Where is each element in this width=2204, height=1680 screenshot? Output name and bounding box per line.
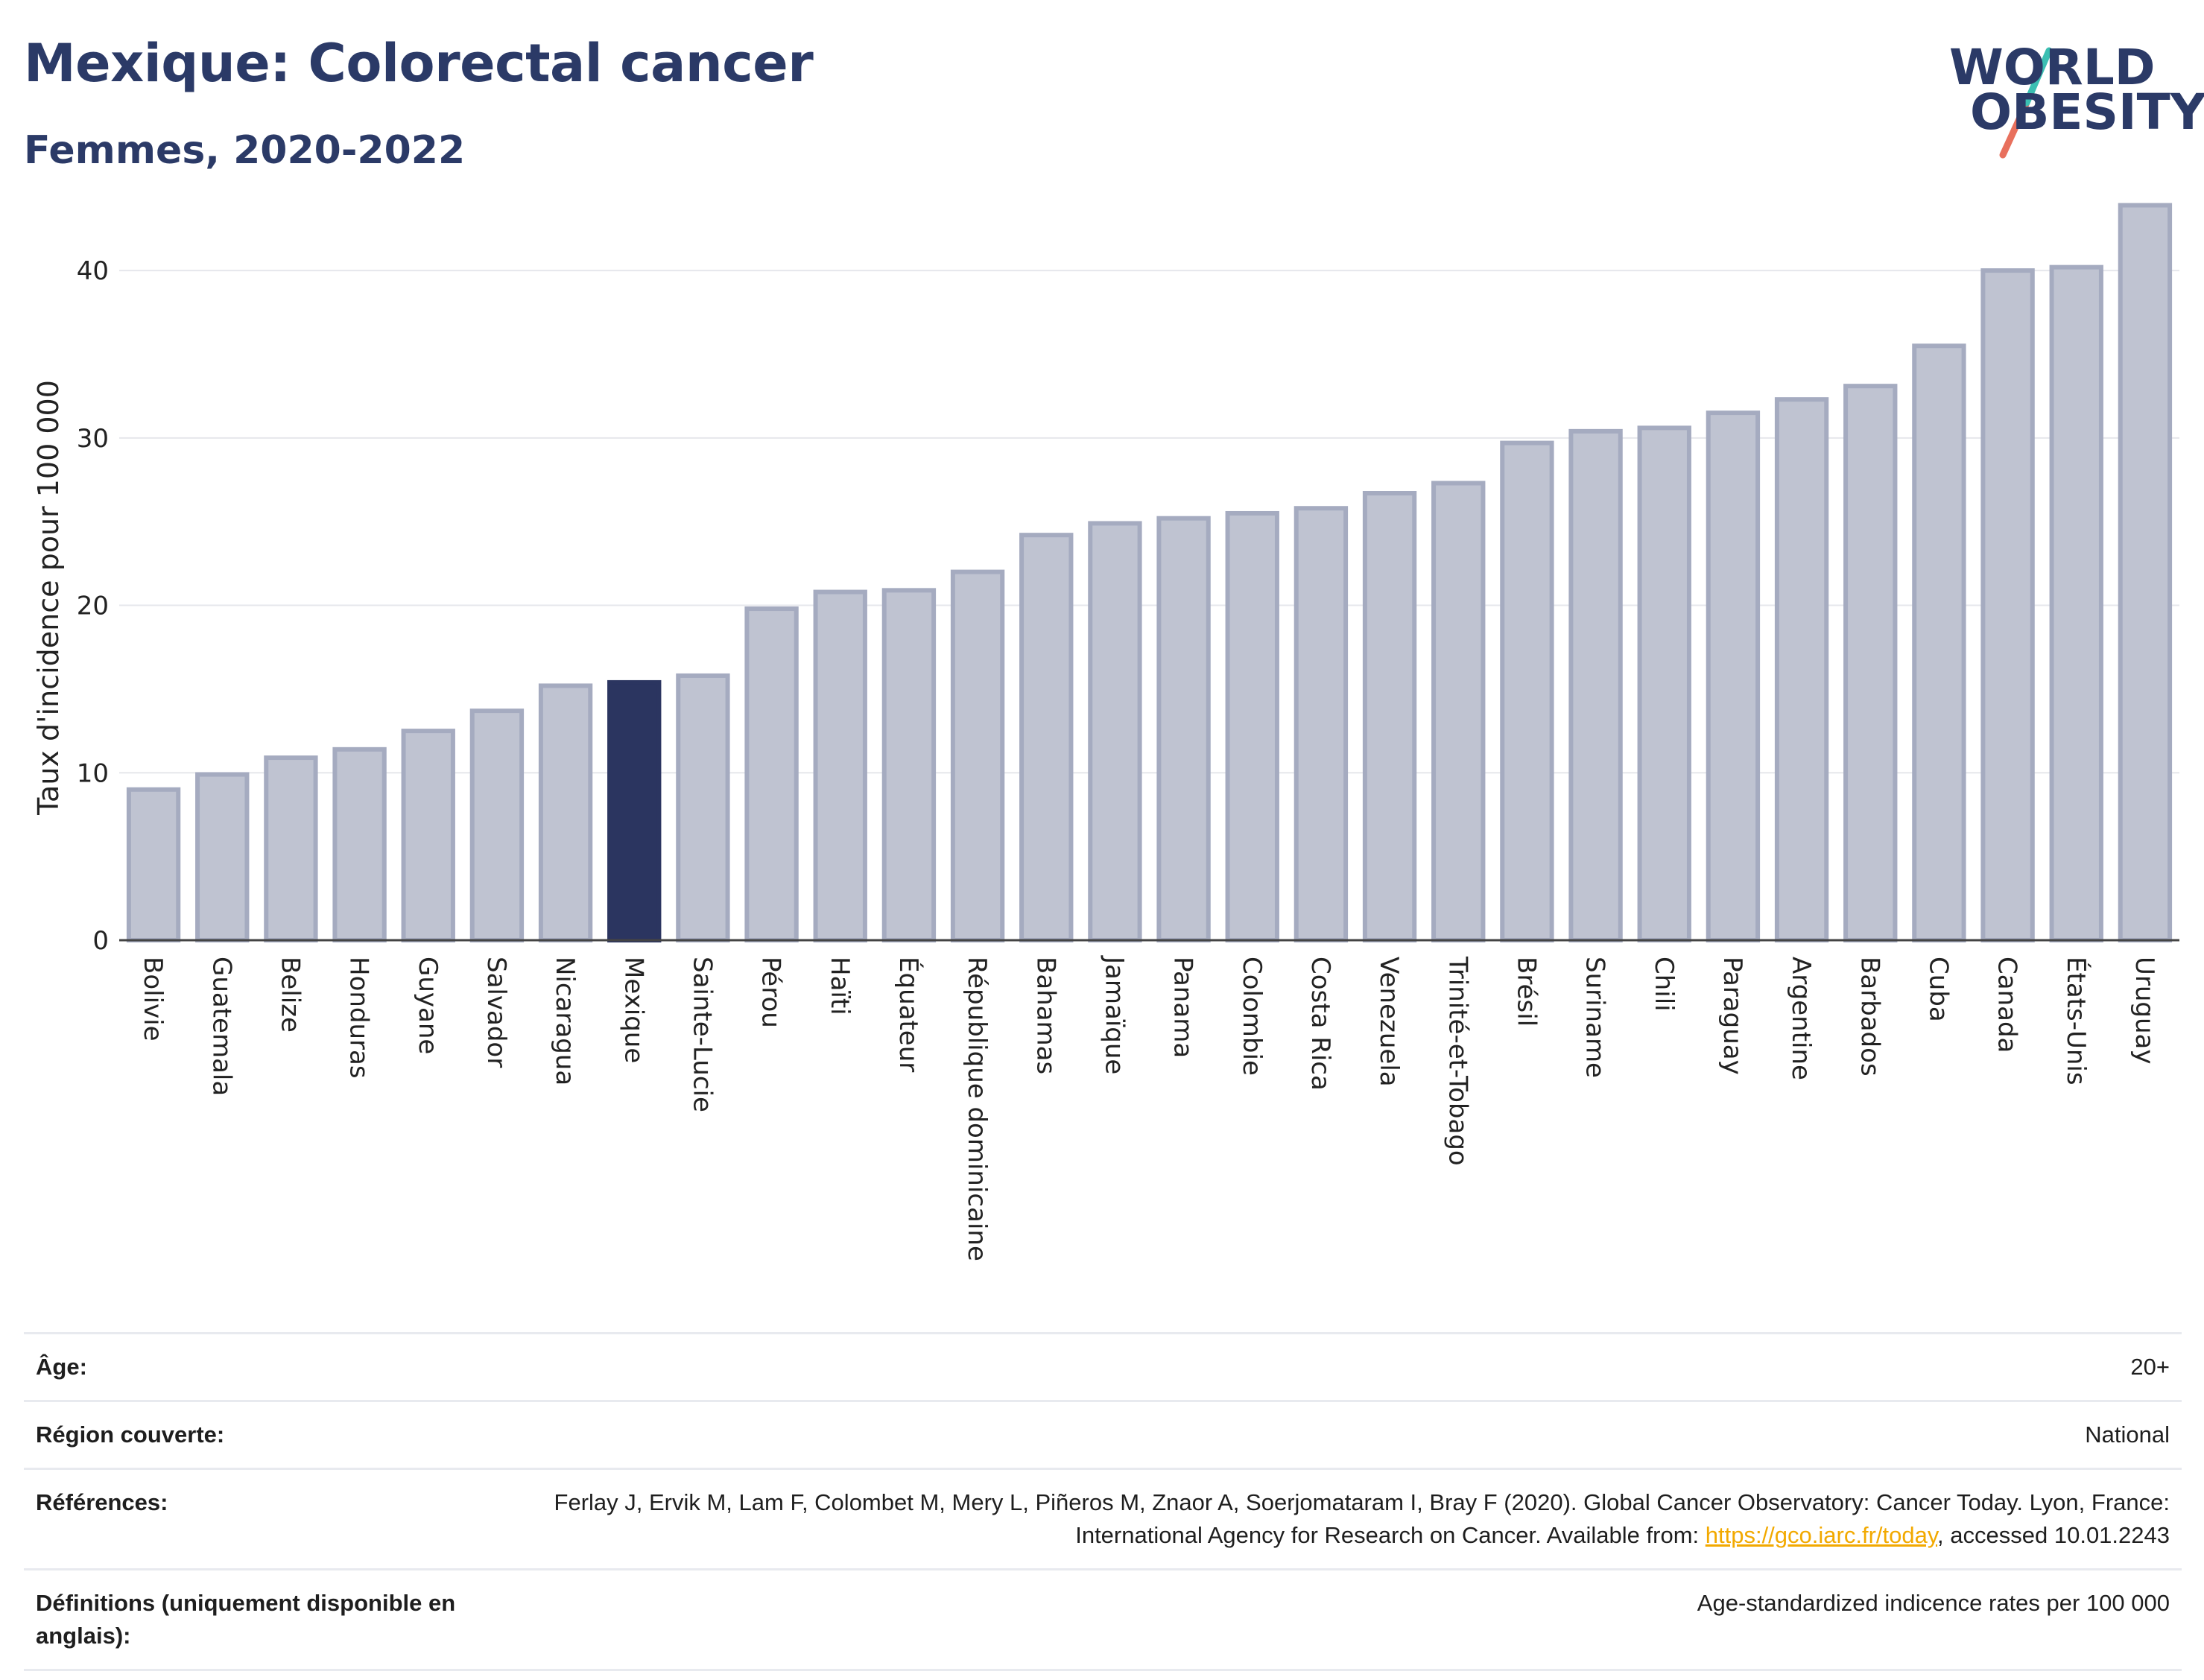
bar-14 bbox=[1088, 521, 1142, 942]
x-tick-label: Bahamas bbox=[1030, 957, 1060, 1074]
bar-18 bbox=[1362, 491, 1417, 942]
meta-key-references: Références: bbox=[24, 1468, 539, 1570]
x-tick-label: Mexique bbox=[618, 957, 648, 1063]
bar-1 bbox=[195, 772, 250, 942]
bar-28 bbox=[2049, 264, 2103, 942]
reference-accessed: , accessed 10.01.2243 bbox=[1937, 1522, 2170, 1548]
logo-text-world: WORLD bbox=[1949, 39, 2156, 96]
meta-value-age: 20+ bbox=[539, 1332, 2182, 1401]
bar-9 bbox=[744, 606, 799, 942]
logo-slash-icon bbox=[1999, 47, 2053, 159]
bar-7 bbox=[607, 679, 662, 942]
x-tick-label: Jamaïque bbox=[1099, 955, 1129, 1074]
bar-24 bbox=[1774, 397, 1829, 943]
meta-row-definitions: Définitions (uniquement disponible en an… bbox=[24, 1568, 2182, 1671]
meta-row-age: Âge: 20+ bbox=[24, 1332, 2182, 1401]
x-tick-label: République dominicaine bbox=[962, 957, 992, 1261]
reference-text: Ferlay J, Ervik M, Lam F, Colombet M, Me… bbox=[554, 1489, 2170, 1548]
x-tick-label: Panama bbox=[1168, 957, 1198, 1058]
y-axis-label: Taux d'incidence pour 100 000 bbox=[32, 380, 65, 816]
x-tick-label: États-Unis bbox=[2061, 957, 2091, 1085]
x-tick-label: Bolivie bbox=[138, 957, 168, 1042]
meta-row-region: Région couverte: National bbox=[24, 1400, 2182, 1469]
bar-19 bbox=[1431, 481, 1486, 942]
meta-row-references: Références: Ferlay J, Ervik M, Lam F, Co… bbox=[24, 1468, 2182, 1570]
y-tick-label: 10 bbox=[77, 758, 109, 788]
bar-0 bbox=[126, 787, 181, 942]
meta-value-region: National bbox=[539, 1400, 2182, 1469]
bar-11 bbox=[881, 588, 937, 943]
x-tick-label: Paraguay bbox=[1717, 957, 1747, 1075]
x-tick-label: Brésil bbox=[1511, 957, 1541, 1027]
bar-5 bbox=[469, 709, 525, 942]
x-tick-label: Colombie bbox=[1237, 957, 1267, 1076]
x-tick-label: Guatemala bbox=[206, 957, 236, 1096]
meta-value-definitions: Age-standardized indicence rates per 100… bbox=[539, 1568, 2182, 1671]
x-tick-label: Pérou bbox=[756, 957, 786, 1028]
bar-26 bbox=[1912, 343, 1966, 942]
bar-13 bbox=[1019, 533, 1074, 943]
bar-27 bbox=[1980, 268, 2035, 942]
meta-key-age: Âge: bbox=[24, 1332, 539, 1401]
bar-8 bbox=[676, 673, 730, 943]
metadata-table: Âge: 20+ Région couverte: National Référ… bbox=[24, 1332, 2182, 1671]
x-tick-label: Sainte-Lucie bbox=[687, 957, 717, 1112]
bar-10 bbox=[813, 589, 867, 943]
y-tick-label: 30 bbox=[77, 424, 109, 454]
x-tick-label: Équateur bbox=[893, 957, 924, 1072]
x-tick-label: Barbados bbox=[1855, 957, 1884, 1077]
bar-15 bbox=[1156, 516, 1211, 942]
y-tick-label: 20 bbox=[77, 592, 109, 621]
bar-chart: 0 10 20 30 40 Taux d'incidence pour 100 000 Bo… bbox=[32, 203, 2179, 1261]
bar-2 bbox=[264, 755, 318, 942]
bar-20 bbox=[1500, 440, 1554, 942]
bar-25 bbox=[1843, 384, 1898, 943]
meta-key-definitions: Définitions (uniquement disponible en an… bbox=[24, 1568, 539, 1671]
bar-6 bbox=[538, 683, 593, 942]
bar-3 bbox=[332, 747, 387, 943]
x-tick-label: Nicaragua bbox=[550, 957, 580, 1085]
x-tick-label: Argentine bbox=[1786, 957, 1816, 1080]
bar-29 bbox=[2118, 203, 2173, 942]
x-tick-label: Chili bbox=[1649, 957, 1679, 1012]
bar-4 bbox=[401, 729, 455, 942]
x-tick-label: Uruguay bbox=[2129, 957, 2159, 1065]
y-tick-label: 40 bbox=[77, 256, 109, 286]
chart-subtitle: Femmes, 2020-2022 bbox=[24, 128, 466, 173]
logo-text-obesity: OBESITY bbox=[1970, 83, 2204, 141]
bar-23 bbox=[1706, 411, 1761, 942]
reference-link[interactable]: https://gco.iarc.fr/today bbox=[1705, 1522, 1938, 1548]
x-tick-label: Venezuela bbox=[1374, 957, 1404, 1087]
x-tick-label: Salvador bbox=[481, 957, 511, 1068]
x-tick-label: Trinité-et-Tobago bbox=[1443, 956, 1472, 1166]
bar-17 bbox=[1293, 506, 1349, 942]
x-tick-label: Cuba bbox=[1923, 957, 1953, 1022]
world-obesity-logo: WORLD OBESITY bbox=[1937, 21, 2204, 162]
x-tick-label: Costa Rica bbox=[1305, 957, 1335, 1091]
bar-12 bbox=[950, 569, 1005, 942]
meta-key-region: Région couverte: bbox=[24, 1400, 539, 1469]
bar-22 bbox=[1637, 425, 1691, 942]
x-tick-label: Belize bbox=[275, 957, 305, 1033]
bar-21 bbox=[1568, 428, 1623, 942]
meta-value-references: Ferlay J, Ervik M, Lam F, Colombet M, Me… bbox=[539, 1468, 2182, 1570]
y-tick-label: 0 bbox=[92, 926, 109, 956]
x-tick-label: Suriname bbox=[1580, 957, 1610, 1078]
x-tick-label: Guyane bbox=[413, 957, 443, 1054]
x-tick-label: Haïti bbox=[825, 957, 855, 1015]
x-tick-label: Honduras bbox=[344, 957, 374, 1079]
bar-16 bbox=[1225, 510, 1279, 942]
x-tick-label: Canada bbox=[1992, 957, 2022, 1053]
chart-title: Mexique: Colorectal cancer bbox=[24, 33, 814, 94]
